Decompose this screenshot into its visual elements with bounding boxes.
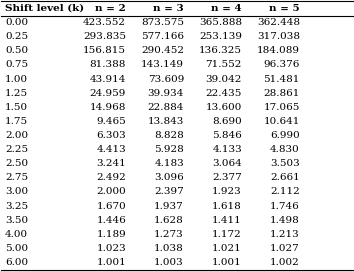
Text: 5.00: 5.00: [5, 244, 28, 253]
Text: 136.325: 136.325: [199, 46, 242, 55]
Text: 1.001: 1.001: [212, 258, 242, 267]
Text: Shift level (k): Shift level (k): [5, 4, 84, 13]
Text: 2.492: 2.492: [96, 173, 126, 182]
Text: 1.446: 1.446: [96, 216, 126, 225]
Text: 39.934: 39.934: [148, 89, 184, 98]
Text: 2.000: 2.000: [96, 188, 126, 196]
Text: 6.00: 6.00: [5, 258, 28, 267]
Text: 22.884: 22.884: [148, 103, 184, 112]
Text: 1.50: 1.50: [5, 103, 28, 112]
Text: 73.609: 73.609: [148, 75, 184, 83]
Text: 4.830: 4.830: [270, 145, 300, 154]
Text: 362.448: 362.448: [257, 18, 300, 27]
Text: 1.001: 1.001: [96, 258, 126, 267]
Text: 0.75: 0.75: [5, 60, 28, 69]
Text: 3.503: 3.503: [270, 159, 300, 168]
Text: 423.552: 423.552: [83, 18, 126, 27]
Text: 71.552: 71.552: [206, 60, 242, 69]
Text: 1.618: 1.618: [212, 202, 242, 211]
Text: 2.377: 2.377: [212, 173, 242, 182]
Text: 1.498: 1.498: [270, 216, 300, 225]
Text: 1.628: 1.628: [154, 216, 184, 225]
Text: 9.465: 9.465: [96, 117, 126, 126]
Text: 4.183: 4.183: [154, 159, 184, 168]
Text: n = 4: n = 4: [211, 4, 242, 13]
Text: n = 2: n = 2: [95, 4, 126, 13]
Text: 8.828: 8.828: [154, 131, 184, 140]
Text: 0.00: 0.00: [5, 18, 28, 27]
Text: 143.149: 143.149: [141, 60, 184, 69]
Text: 1.003: 1.003: [154, 258, 184, 267]
Text: 1.189: 1.189: [96, 230, 126, 239]
Text: 14.968: 14.968: [90, 103, 126, 112]
Text: 22.435: 22.435: [206, 89, 242, 98]
Text: 6.303: 6.303: [96, 131, 126, 140]
Text: n = 3: n = 3: [153, 4, 184, 13]
Text: 317.038: 317.038: [257, 32, 300, 41]
Text: 2.397: 2.397: [154, 188, 184, 196]
Text: 24.959: 24.959: [90, 89, 126, 98]
Text: 3.00: 3.00: [5, 188, 28, 196]
Text: 1.002: 1.002: [270, 258, 300, 267]
Text: 13.600: 13.600: [206, 103, 242, 112]
Text: 290.452: 290.452: [141, 46, 184, 55]
Text: 1.023: 1.023: [96, 244, 126, 253]
Text: 1.670: 1.670: [96, 202, 126, 211]
Text: 156.815: 156.815: [83, 46, 126, 55]
Text: 1.172: 1.172: [212, 230, 242, 239]
Text: 4.00: 4.00: [5, 230, 28, 239]
Text: 6.990: 6.990: [270, 131, 300, 140]
Text: 1.937: 1.937: [154, 202, 184, 211]
Text: 3.096: 3.096: [154, 173, 184, 182]
Text: 577.166: 577.166: [141, 32, 184, 41]
Text: 0.25: 0.25: [5, 32, 28, 41]
Text: 10.641: 10.641: [263, 117, 300, 126]
Text: 13.843: 13.843: [148, 117, 184, 126]
Text: 1.038: 1.038: [154, 244, 184, 253]
Text: 96.376: 96.376: [263, 60, 300, 69]
Text: 43.914: 43.914: [90, 75, 126, 83]
Text: 1.021: 1.021: [212, 244, 242, 253]
Text: 39.042: 39.042: [206, 75, 242, 83]
Text: 5.846: 5.846: [212, 131, 242, 140]
Text: 28.861: 28.861: [263, 89, 300, 98]
Text: 1.25: 1.25: [5, 89, 28, 98]
Text: 873.575: 873.575: [141, 18, 184, 27]
Text: 3.25: 3.25: [5, 202, 28, 211]
Text: 1.027: 1.027: [270, 244, 300, 253]
Text: 3.50: 3.50: [5, 216, 28, 225]
Text: 4.413: 4.413: [96, 145, 126, 154]
Text: 1.00: 1.00: [5, 75, 28, 83]
Text: 1.746: 1.746: [270, 202, 300, 211]
Text: 51.481: 51.481: [263, 75, 300, 83]
Text: 8.690: 8.690: [212, 117, 242, 126]
Text: 3.064: 3.064: [212, 159, 242, 168]
Text: 2.00: 2.00: [5, 131, 28, 140]
Text: 184.089: 184.089: [257, 46, 300, 55]
Text: 1.213: 1.213: [270, 230, 300, 239]
Text: 2.75: 2.75: [5, 173, 28, 182]
Text: 0.50: 0.50: [5, 46, 28, 55]
Text: 1.411: 1.411: [212, 216, 242, 225]
Text: 2.50: 2.50: [5, 159, 28, 168]
Text: 5.928: 5.928: [154, 145, 184, 154]
Text: 253.139: 253.139: [199, 32, 242, 41]
Text: 1.75: 1.75: [5, 117, 28, 126]
Text: 1.923: 1.923: [212, 188, 242, 196]
Text: 4.133: 4.133: [212, 145, 242, 154]
Text: 81.388: 81.388: [90, 60, 126, 69]
Text: n = 5: n = 5: [269, 4, 300, 13]
Text: 1.273: 1.273: [154, 230, 184, 239]
Text: 365.888: 365.888: [199, 18, 242, 27]
Text: 17.065: 17.065: [263, 103, 300, 112]
Text: 293.835: 293.835: [83, 32, 126, 41]
Text: 2.25: 2.25: [5, 145, 28, 154]
Text: 2.112: 2.112: [270, 188, 300, 196]
Text: 3.241: 3.241: [96, 159, 126, 168]
Text: 2.661: 2.661: [270, 173, 300, 182]
